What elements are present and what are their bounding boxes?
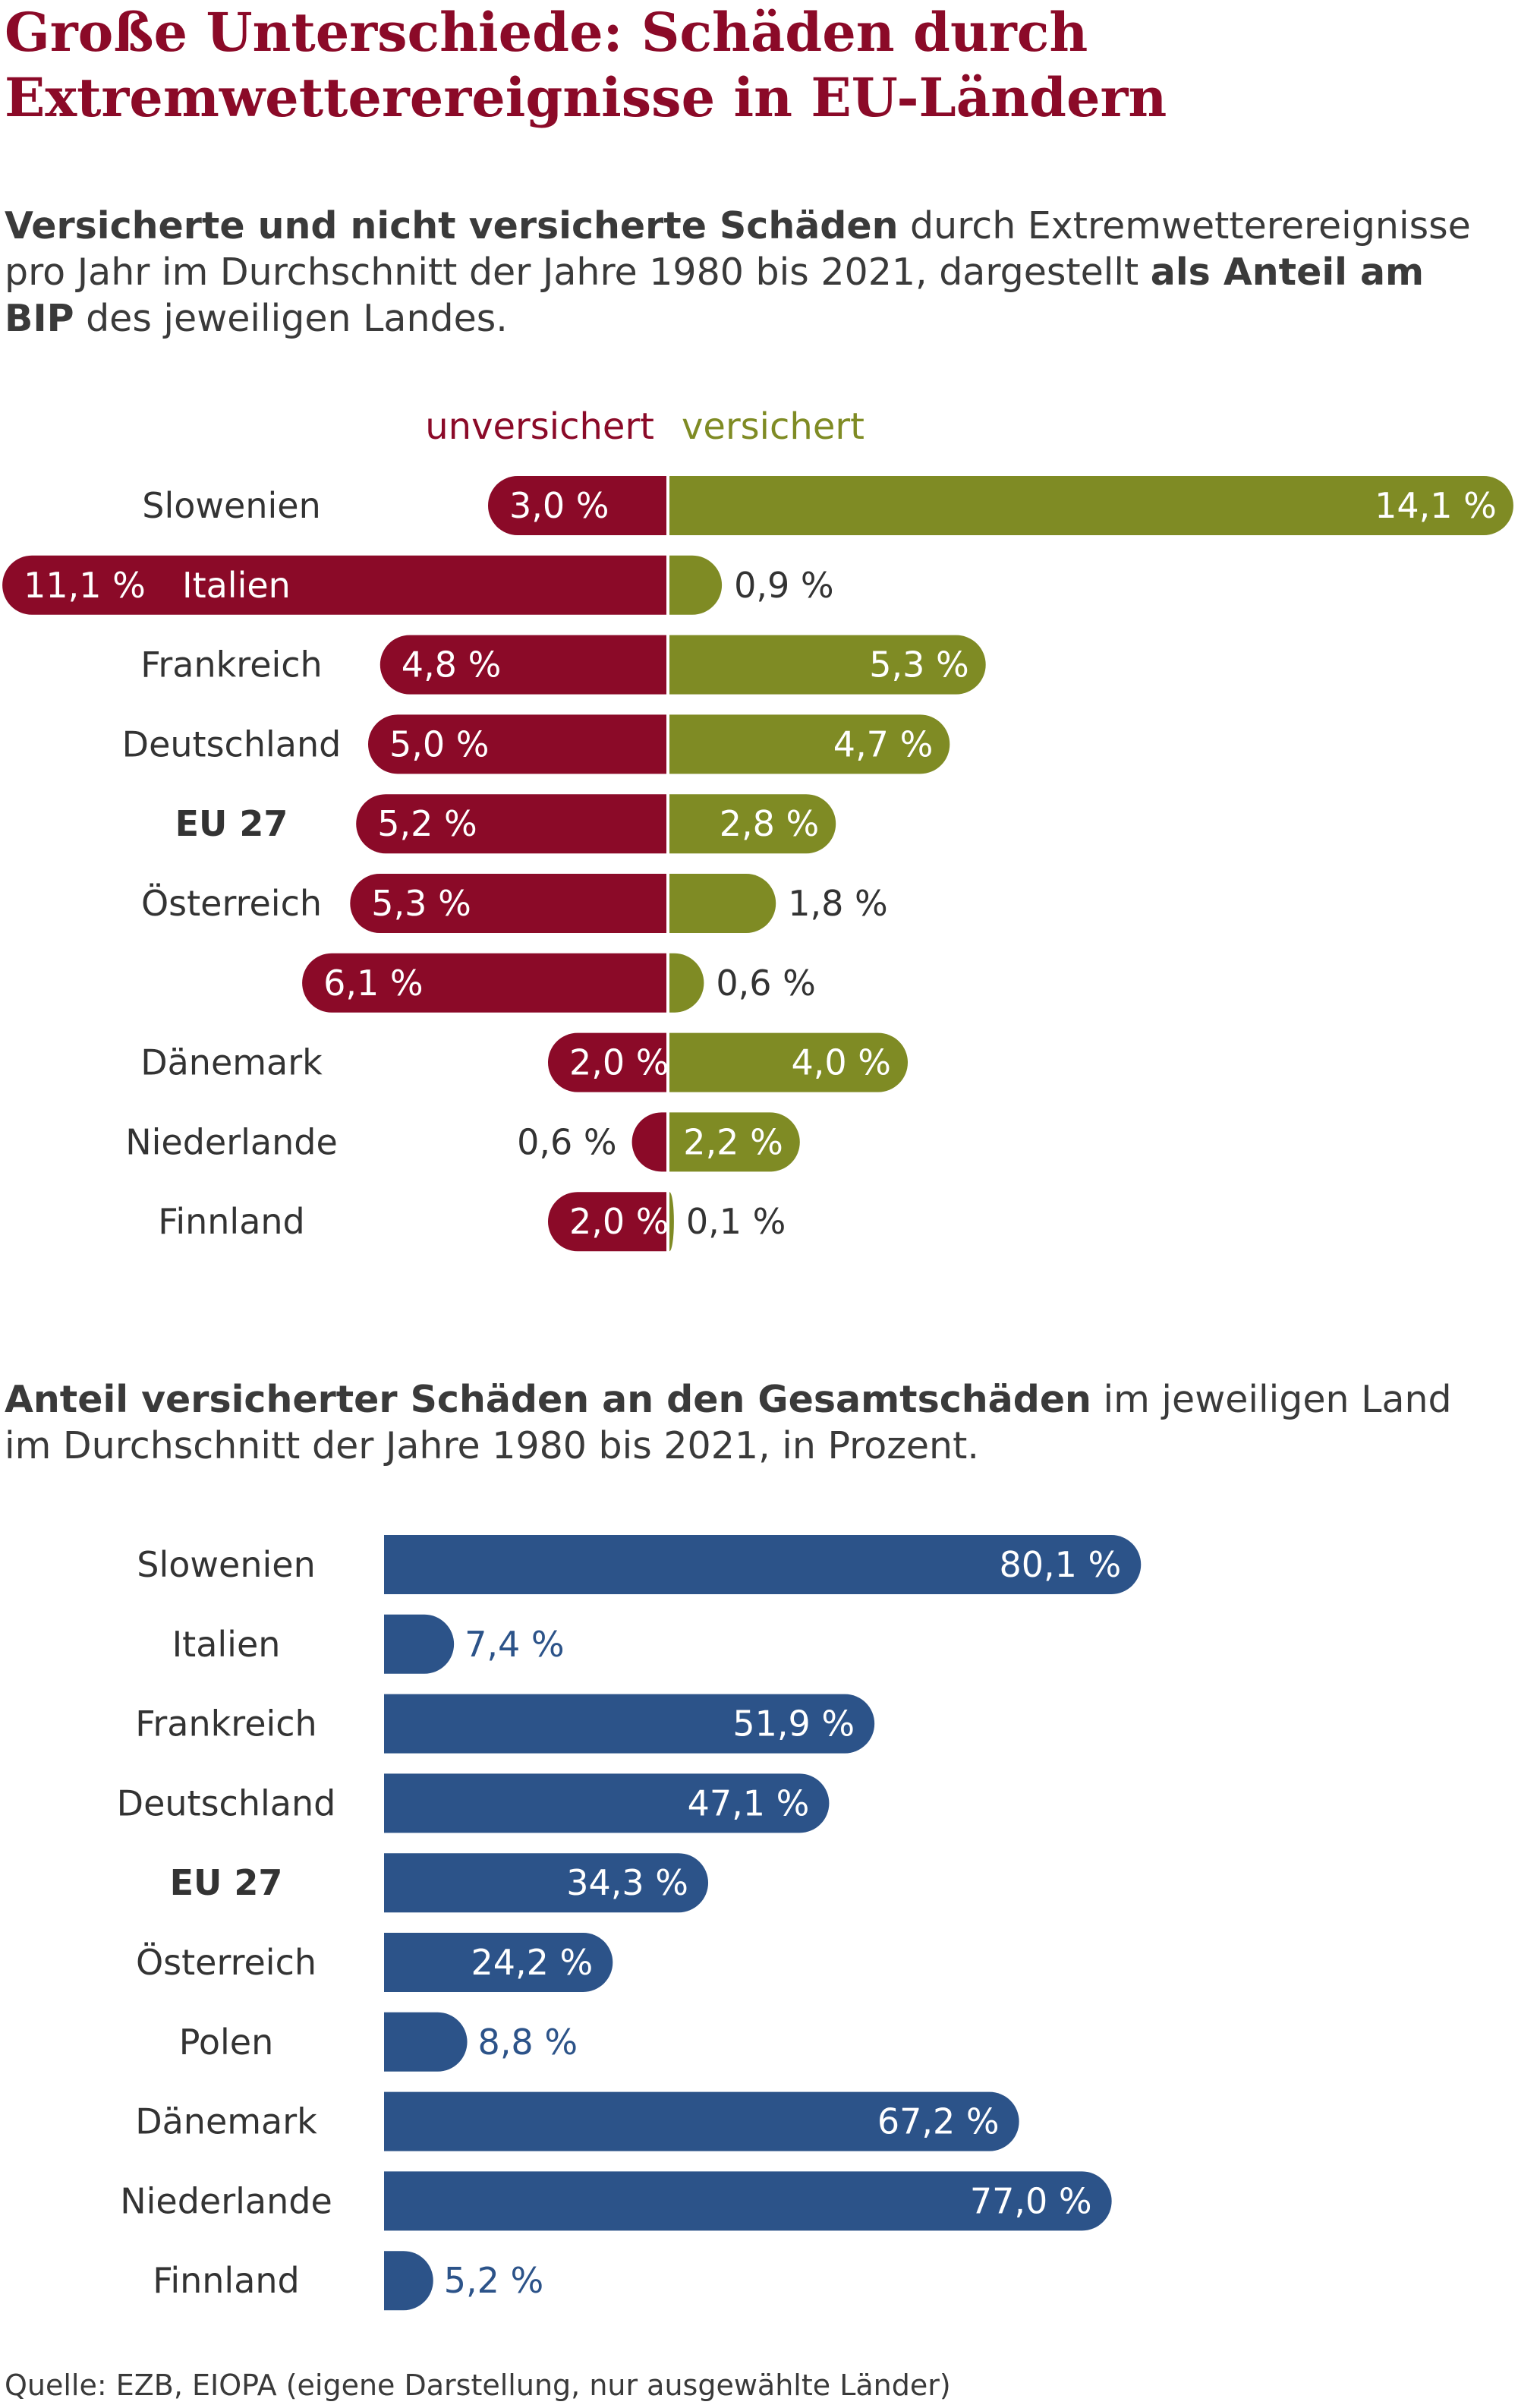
- chart2-subtitle: Anteil versicherter Schäden an den Gesam…: [5, 1376, 1492, 1469]
- category-label: Slowenien: [137, 1544, 315, 1585]
- value-label-unversichert: 11,1 %: [24, 565, 146, 606]
- value-label-unversichert: 5,0 %: [389, 723, 490, 764]
- category-label: Finnland: [153, 2260, 300, 2301]
- category-label: Polen: [182, 963, 276, 1004]
- value-label-versichert: 0,6 %: [716, 963, 816, 1004]
- value-label-versichert: 0,1 %: [686, 1201, 786, 1242]
- bar-versichert-anteil: [384, 1933, 613, 1992]
- value-label-versichert: 2,8 %: [720, 803, 820, 844]
- bar-unversichert: [2, 555, 667, 615]
- value-label-versichert: 1,8 %: [788, 883, 888, 924]
- category-label: Deutschland: [122, 723, 342, 764]
- value-label: 8,8 %: [478, 2022, 578, 2063]
- bar-versichert-anteil: [384, 1773, 830, 1833]
- chart1-subtitle: Versicherte und nicht versicherte Schäde…: [5, 203, 1492, 342]
- bar-unversichert: [350, 874, 666, 933]
- category-label: Finnland: [158, 1201, 305, 1242]
- source-note: Quelle: EZB, EIOPA (eigene Darstellung, …: [5, 2369, 951, 2402]
- value-label-versichert: 14,1 %: [1375, 485, 1497, 526]
- value-label-versichert: 5,3 %: [869, 645, 969, 686]
- category-label: Frankreich: [140, 645, 322, 686]
- chart2-subtitle-bold-1: Anteil versicherter Schäden an den Gesam…: [5, 1378, 1091, 1421]
- category-label: Polen: [179, 2022, 273, 2063]
- bar-versichert: [669, 874, 776, 933]
- bar-versichert-anteil: [384, 1614, 455, 1674]
- legend-versichert: versichert: [682, 405, 865, 448]
- category-label: Italien: [172, 1624, 281, 1665]
- category-label: Niederlande: [120, 2180, 332, 2221]
- bar-versichert: [669, 635, 986, 695]
- value-label: 47,1 %: [688, 1782, 810, 1823]
- bar-versichert: [669, 1192, 674, 1252]
- value-label-unversichert: 3,0 %: [509, 485, 609, 526]
- category-label: Dänemark: [135, 2101, 317, 2142]
- bar-versichert: [669, 714, 950, 774]
- value-label: 67,2 %: [877, 2101, 1000, 2142]
- bar-versichert: [669, 794, 836, 854]
- category-label: Frankreich: [135, 1704, 317, 1745]
- page-title: Große Unterschiede: Schäden durch Extrem…: [5, 1, 1167, 129]
- value-label: 7,4 %: [465, 1624, 565, 1665]
- category-label: Dänemark: [140, 1042, 323, 1083]
- value-label: 77,0 %: [970, 2180, 1092, 2221]
- value-label-versichert: 2,2 %: [683, 1121, 783, 1162]
- bar-versichert: [669, 953, 704, 1013]
- bar-unversichert: [380, 635, 666, 695]
- diverging-bar-chart: unversichert versichert Slowenien 3,0 % 14,1…: [2, 405, 1513, 1252]
- bar-versichert-anteil: [384, 2012, 468, 2072]
- category-label: Österreich: [136, 1942, 317, 1983]
- bar-unversichert: [548, 1032, 666, 1092]
- category-label: EU 27: [170, 1862, 283, 1903]
- value-label-unversichert: 6,1 %: [323, 963, 423, 1004]
- bar-unversichert: [548, 1192, 666, 1252]
- bar-versichert: [669, 476, 1513, 535]
- bar-versichert-anteil: [384, 1853, 709, 1913]
- value-label-versichert: 0,9 %: [734, 565, 834, 606]
- chart1-subtitle-text-2: des jeweiligen Landes.: [74, 297, 508, 340]
- category-label: Slowenien: [142, 485, 320, 526]
- category-label: Deutschland: [117, 1782, 336, 1823]
- chart1-subtitle-bold-2: als Anteil am BIP: [5, 251, 1425, 340]
- bar-versichert: [669, 1112, 800, 1172]
- value-label-unversichert: 5,2 %: [377, 803, 477, 844]
- value-label: 34,3 %: [566, 1862, 688, 1903]
- legend-unversichert: unversichert: [425, 405, 654, 448]
- category-label: Italien: [182, 565, 291, 606]
- bar-unversichert: [631, 1112, 666, 1172]
- value-label-versichert: 4,0 %: [792, 1042, 892, 1083]
- bar-unversichert: [488, 476, 666, 535]
- bar-versichert: [669, 555, 723, 615]
- category-label: EU 27: [175, 803, 288, 844]
- value-label-unversichert: 0,6 %: [517, 1121, 617, 1162]
- category-label: Niederlande: [125, 1121, 338, 1162]
- value-label: 80,1 %: [999, 1544, 1121, 1585]
- chart2-subtitle-text-1: im jeweiligen Land im Durchschnitt der J…: [5, 1378, 1452, 1467]
- bar-versichert-anteil: [384, 2171, 1112, 2231]
- value-label-versichert: 4,7 %: [833, 723, 934, 764]
- bar-unversichert: [356, 794, 666, 854]
- bar-versichert-anteil: [384, 2091, 1019, 2151]
- value-label: 5,2 %: [444, 2260, 544, 2301]
- chart1-subtitle-bold-1: Versicherte und nicht versicherte Schäde…: [5, 204, 899, 247]
- bar-unversichert: [302, 953, 666, 1013]
- value-label: 51,9 %: [732, 1704, 855, 1745]
- bar-versichert-anteil: [384, 1694, 875, 1754]
- bar-versichert: [669, 1032, 908, 1092]
- bar-unversichert: [368, 714, 666, 774]
- value-label-unversichert: 4,8 %: [402, 645, 502, 686]
- value-label-unversichert: 2,0 %: [569, 1042, 669, 1083]
- value-label-unversichert: 5,3 %: [371, 883, 471, 924]
- bar-versichert-anteil: [384, 1535, 1142, 1594]
- value-label-unversichert: 2,0 %: [569, 1201, 669, 1242]
- value-label: 24,2 %: [471, 1942, 594, 1983]
- category-label: Österreich: [141, 883, 322, 924]
- bar-versichert-anteil: [384, 2251, 433, 2311]
- chart1-subtitle-text-1: durch Extremwetterereignisse pro Jahr im…: [5, 204, 1471, 294]
